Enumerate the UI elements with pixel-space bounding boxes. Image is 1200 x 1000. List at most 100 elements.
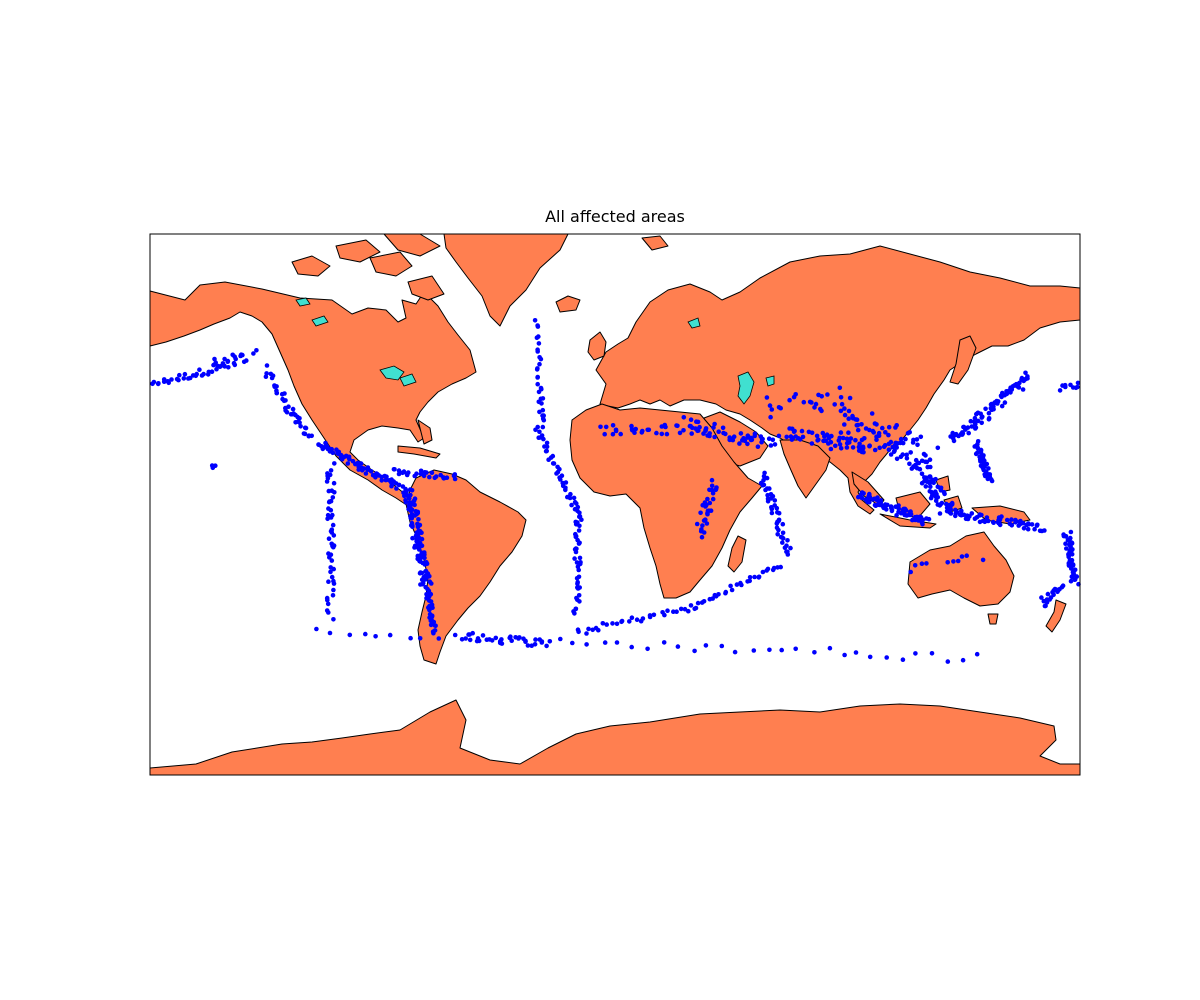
earthquake-point bbox=[919, 471, 925, 477]
earthquake-point bbox=[974, 651, 980, 657]
earthquake-point bbox=[883, 430, 888, 435]
earthquake-point bbox=[1063, 541, 1068, 546]
earthquake-point bbox=[226, 365, 231, 370]
earthquake-point bbox=[280, 396, 285, 402]
earthquake-point bbox=[872, 447, 878, 453]
earthquake-point bbox=[540, 424, 546, 430]
land-cuba bbox=[397, 445, 441, 459]
earthquake-point bbox=[986, 416, 992, 421]
earthquake-point bbox=[855, 422, 861, 428]
earthquake-point bbox=[764, 395, 770, 400]
earthquake-point bbox=[964, 553, 969, 558]
earthquake-point bbox=[187, 375, 193, 381]
earthquake-point bbox=[326, 536, 332, 541]
earthquake-point bbox=[975, 410, 981, 416]
earthquake-point bbox=[815, 438, 820, 443]
earthquake-point bbox=[1016, 385, 1022, 390]
earthquake-point bbox=[331, 480, 337, 486]
earthquake-point bbox=[787, 426, 792, 431]
earthquake-point bbox=[918, 434, 924, 440]
earthquake-point bbox=[987, 472, 993, 477]
earthquake-point bbox=[309, 433, 315, 439]
earthquake-point bbox=[870, 497, 876, 502]
earthquake-point bbox=[536, 341, 542, 346]
earthquake-point bbox=[412, 496, 418, 502]
earthquake-point bbox=[828, 439, 834, 445]
earthquake-point bbox=[981, 467, 986, 473]
earthquake-point bbox=[719, 643, 725, 649]
earthquake-point bbox=[846, 408, 852, 414]
earthquake-point bbox=[548, 455, 554, 460]
earthquake-point bbox=[539, 639, 545, 644]
earthquake-point bbox=[886, 447, 892, 453]
earthquake-point bbox=[848, 436, 854, 441]
earthquake-point bbox=[793, 392, 798, 397]
earthquake-point bbox=[985, 476, 991, 482]
earthquake-point bbox=[1066, 554, 1071, 560]
earthquake-point bbox=[893, 440, 898, 446]
earthquake-point bbox=[213, 463, 218, 469]
earthquake-point bbox=[973, 443, 978, 449]
earthquake-point bbox=[975, 450, 980, 455]
earthquake-point bbox=[576, 541, 582, 546]
earthquake-point bbox=[431, 619, 437, 625]
earthquake-point bbox=[818, 406, 823, 412]
earthquake-point bbox=[675, 644, 681, 649]
earthquake-point bbox=[923, 484, 929, 489]
earthquake-point bbox=[884, 655, 889, 660]
earthquake-point bbox=[537, 409, 542, 415]
earthquake-point bbox=[954, 509, 960, 515]
earthquake-point bbox=[330, 593, 336, 598]
earthquake-point bbox=[846, 416, 851, 422]
earthquake-point bbox=[977, 513, 982, 518]
earthquake-point bbox=[721, 430, 726, 436]
earthquake-point bbox=[663, 424, 668, 430]
earthquake-point bbox=[859, 495, 865, 501]
earthquake-point bbox=[1068, 566, 1074, 571]
earthquake-point bbox=[532, 642, 538, 647]
earthquake-point bbox=[765, 492, 770, 498]
earthquake-point bbox=[854, 417, 860, 423]
land-britain bbox=[587, 331, 607, 361]
earthquake-point bbox=[747, 575, 753, 580]
earthquake-point bbox=[572, 556, 577, 561]
earthquake-point bbox=[772, 442, 778, 447]
earthquake-point bbox=[568, 491, 573, 497]
earthquake-point bbox=[331, 566, 337, 572]
earthquake-point bbox=[480, 633, 486, 638]
earthquake-point bbox=[710, 496, 716, 502]
earthquake-point bbox=[535, 381, 540, 387]
earthquake-point bbox=[329, 530, 335, 535]
earthquake-point bbox=[801, 399, 807, 405]
earthquake-point bbox=[470, 630, 476, 636]
earthquake-point bbox=[596, 627, 601, 633]
earthquake-point bbox=[328, 468, 334, 473]
earthquake-point bbox=[270, 373, 276, 379]
earthquake-point bbox=[404, 472, 410, 478]
earthquake-point bbox=[867, 443, 872, 449]
earthquake-point bbox=[1064, 546, 1069, 551]
earthquake-point bbox=[807, 399, 813, 405]
land-greenland bbox=[443, 233, 569, 327]
earthquake-point bbox=[161, 379, 167, 385]
earthquake-point bbox=[707, 500, 713, 506]
earthquake-point bbox=[853, 650, 859, 655]
earthquake-point bbox=[544, 643, 549, 649]
earthquake-point bbox=[393, 481, 399, 486]
earthquake-point bbox=[614, 640, 620, 645]
earthquake-point bbox=[695, 600, 701, 606]
earthquake-point bbox=[373, 634, 378, 639]
earthquake-point bbox=[332, 490, 337, 495]
earthquake-point bbox=[417, 636, 423, 641]
earthquake-point bbox=[904, 452, 909, 458]
earthquake-point bbox=[709, 477, 715, 483]
earthquake-point bbox=[544, 448, 549, 454]
earthquake-point bbox=[780, 540, 785, 545]
earthquake-point bbox=[225, 359, 230, 365]
land-eurasia bbox=[595, 245, 1081, 515]
earthquake-point bbox=[627, 619, 632, 624]
earthquake-point bbox=[489, 638, 495, 643]
earthquake-point bbox=[837, 442, 843, 447]
earthquake-point bbox=[799, 428, 805, 434]
earthquake-point bbox=[330, 522, 336, 528]
